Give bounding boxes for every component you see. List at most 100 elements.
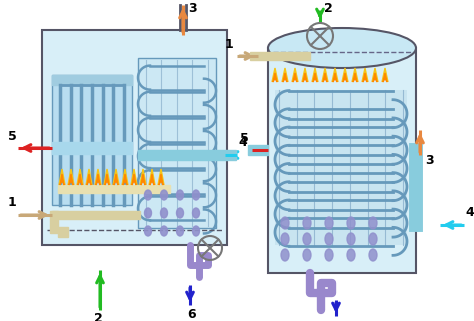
Ellipse shape: [176, 208, 183, 218]
Polygon shape: [363, 73, 367, 82]
Ellipse shape: [176, 190, 183, 200]
Polygon shape: [96, 174, 100, 185]
Ellipse shape: [145, 190, 152, 200]
Ellipse shape: [192, 208, 200, 218]
Bar: [52, 75, 132, 205]
Polygon shape: [303, 73, 307, 82]
Ellipse shape: [325, 249, 333, 261]
Polygon shape: [68, 169, 74, 185]
Ellipse shape: [347, 249, 355, 261]
Polygon shape: [293, 73, 297, 82]
Polygon shape: [78, 174, 82, 185]
Ellipse shape: [303, 217, 311, 229]
Text: 2: 2: [324, 2, 332, 14]
Text: 4: 4: [465, 206, 474, 220]
Ellipse shape: [145, 226, 152, 236]
Polygon shape: [132, 174, 136, 185]
Ellipse shape: [192, 190, 200, 200]
Text: 1: 1: [8, 196, 17, 210]
Text: 4: 4: [238, 136, 247, 150]
Ellipse shape: [161, 226, 167, 236]
Polygon shape: [50, 211, 58, 233]
Polygon shape: [114, 174, 118, 185]
Ellipse shape: [281, 249, 289, 261]
Bar: [138, 58, 216, 228]
Polygon shape: [352, 68, 358, 82]
Polygon shape: [332, 68, 338, 82]
Bar: [275, 90, 407, 245]
Polygon shape: [140, 169, 146, 185]
Polygon shape: [248, 145, 268, 155]
Polygon shape: [322, 68, 328, 82]
Polygon shape: [313, 73, 317, 82]
Polygon shape: [122, 169, 128, 185]
Polygon shape: [302, 68, 308, 82]
Polygon shape: [77, 169, 83, 185]
Ellipse shape: [145, 208, 152, 218]
Ellipse shape: [369, 249, 377, 261]
Polygon shape: [272, 68, 278, 82]
Polygon shape: [104, 169, 110, 185]
Polygon shape: [149, 169, 155, 185]
Polygon shape: [158, 169, 164, 185]
Polygon shape: [69, 174, 73, 185]
Ellipse shape: [268, 28, 416, 68]
Ellipse shape: [303, 233, 311, 245]
Polygon shape: [323, 73, 327, 82]
Polygon shape: [159, 174, 163, 185]
Ellipse shape: [325, 217, 333, 229]
Polygon shape: [95, 169, 101, 185]
Polygon shape: [105, 174, 109, 185]
Polygon shape: [250, 52, 310, 60]
Polygon shape: [131, 169, 137, 185]
Ellipse shape: [281, 233, 289, 245]
Polygon shape: [312, 68, 318, 82]
Polygon shape: [292, 68, 298, 82]
Text: 3: 3: [189, 3, 197, 15]
Text: 6: 6: [188, 308, 196, 321]
Polygon shape: [141, 174, 145, 185]
Polygon shape: [343, 73, 347, 82]
Ellipse shape: [303, 249, 311, 261]
Polygon shape: [373, 73, 377, 82]
Polygon shape: [59, 169, 65, 185]
Polygon shape: [372, 68, 378, 82]
Ellipse shape: [161, 208, 167, 218]
Text: 5: 5: [240, 132, 248, 144]
Polygon shape: [86, 169, 92, 185]
Polygon shape: [273, 73, 277, 82]
Ellipse shape: [369, 217, 377, 229]
Polygon shape: [333, 73, 337, 82]
Ellipse shape: [281, 217, 289, 229]
Polygon shape: [353, 73, 357, 82]
Text: 3: 3: [426, 154, 434, 168]
Polygon shape: [123, 174, 127, 185]
Polygon shape: [113, 169, 119, 185]
Polygon shape: [283, 73, 287, 82]
Polygon shape: [362, 68, 368, 82]
Text: 6: 6: [334, 319, 342, 321]
Ellipse shape: [347, 233, 355, 245]
Polygon shape: [138, 150, 236, 160]
Bar: [268, 48, 416, 273]
Polygon shape: [52, 142, 132, 154]
Polygon shape: [150, 174, 154, 185]
Polygon shape: [383, 73, 387, 82]
Polygon shape: [382, 68, 388, 82]
Polygon shape: [87, 174, 91, 185]
Polygon shape: [342, 68, 348, 82]
Polygon shape: [58, 227, 68, 237]
Polygon shape: [52, 211, 140, 219]
Text: 5: 5: [8, 129, 17, 143]
Ellipse shape: [161, 190, 167, 200]
Polygon shape: [58, 185, 170, 193]
Ellipse shape: [192, 226, 200, 236]
Polygon shape: [282, 68, 288, 82]
Ellipse shape: [369, 233, 377, 245]
Ellipse shape: [176, 226, 183, 236]
Polygon shape: [60, 174, 64, 185]
Polygon shape: [52, 75, 132, 85]
Ellipse shape: [347, 217, 355, 229]
Text: 2: 2: [94, 311, 102, 321]
Bar: [42, 30, 227, 245]
